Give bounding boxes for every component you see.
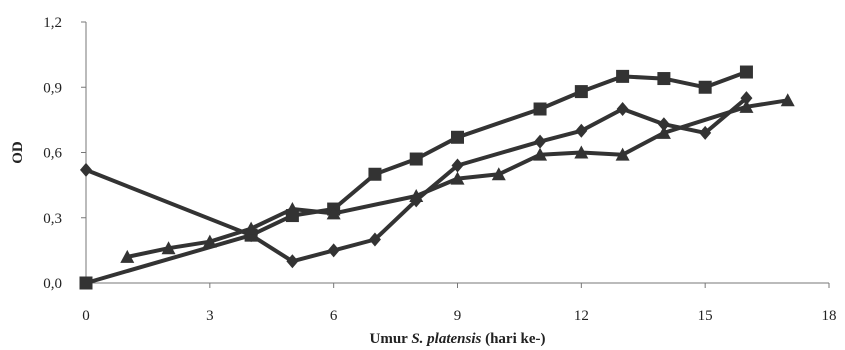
data-point-triangle: [120, 249, 135, 263]
data-point-diamond: [740, 91, 753, 106]
x-tick-label: 0: [82, 308, 90, 324]
y-tick-label: 0,3: [43, 211, 62, 227]
data-point-diamond: [80, 162, 92, 177]
data-point-triangle: [244, 221, 259, 235]
y-tick-label: 0,9: [43, 80, 62, 96]
data-point-triangle: [161, 241, 176, 255]
data-point-square: [451, 130, 464, 144]
data-point-square: [657, 72, 671, 86]
data-point-triangle: [533, 147, 548, 161]
data-point-square: [409, 152, 423, 166]
data-point-diamond: [657, 117, 670, 132]
y-tick-label: 1,2: [43, 15, 62, 31]
x-tick-label: 9: [454, 308, 462, 324]
y-tick-label: 0,6: [43, 146, 62, 162]
x-tick-label: 6: [330, 308, 338, 324]
data-point-square: [616, 69, 630, 83]
x-tick-label: 12: [574, 308, 589, 324]
data-point-square: [79, 276, 93, 290]
data-point-diamond: [575, 123, 588, 138]
chart-labels: 0,0 0,3 0,6 0,9 1,2 0 3 6 9 12 15 18 OD Umur S. plate…: [10, 15, 837, 347]
x-tick-label: 3: [206, 308, 214, 324]
series-square: [79, 65, 753, 290]
data-point-triangle: [739, 99, 754, 113]
data-point-triangle: [780, 93, 795, 107]
data-point-triangle: [202, 234, 217, 248]
series-diamond: [80, 91, 753, 269]
data-point-square: [368, 167, 382, 181]
data-point-triangle: [656, 125, 671, 139]
data-point-diamond: [699, 125, 712, 140]
data-point-diamond: [286, 254, 299, 269]
data-point-triangle: [615, 147, 630, 161]
data-point-square: [698, 80, 712, 94]
data-point-square: [574, 85, 588, 99]
series-layer: [79, 65, 795, 290]
data-point-square: [533, 102, 547, 116]
series-line-square: [85, 70, 748, 285]
data-point-diamond: [451, 158, 464, 173]
data-point-triangle: [409, 189, 424, 202]
series-line-diamond: [85, 96, 748, 264]
data-point-square: [739, 65, 753, 79]
data-point-diamond: [534, 134, 547, 149]
data-point-triangle: [450, 171, 465, 185]
data-point-diamond: [368, 232, 381, 247]
data-point-triangle: [491, 167, 506, 181]
data-point-triangle: [574, 145, 589, 159]
x-axis-label: Umur S. platensis (hari ke-): [370, 331, 546, 347]
data-point-diamond: [327, 243, 340, 258]
y-axis-label: OD: [10, 141, 26, 164]
series-triangle: [120, 93, 795, 263]
x-tick-label: 15: [698, 308, 713, 324]
x-tick-label: 18: [822, 308, 837, 324]
y-tick-label: 0,0: [43, 276, 62, 292]
data-point-triangle: [285, 202, 300, 216]
chart-axes: [81, 21, 830, 288]
data-point-diamond: [616, 102, 629, 116]
data-point-triangle: [326, 206, 341, 220]
